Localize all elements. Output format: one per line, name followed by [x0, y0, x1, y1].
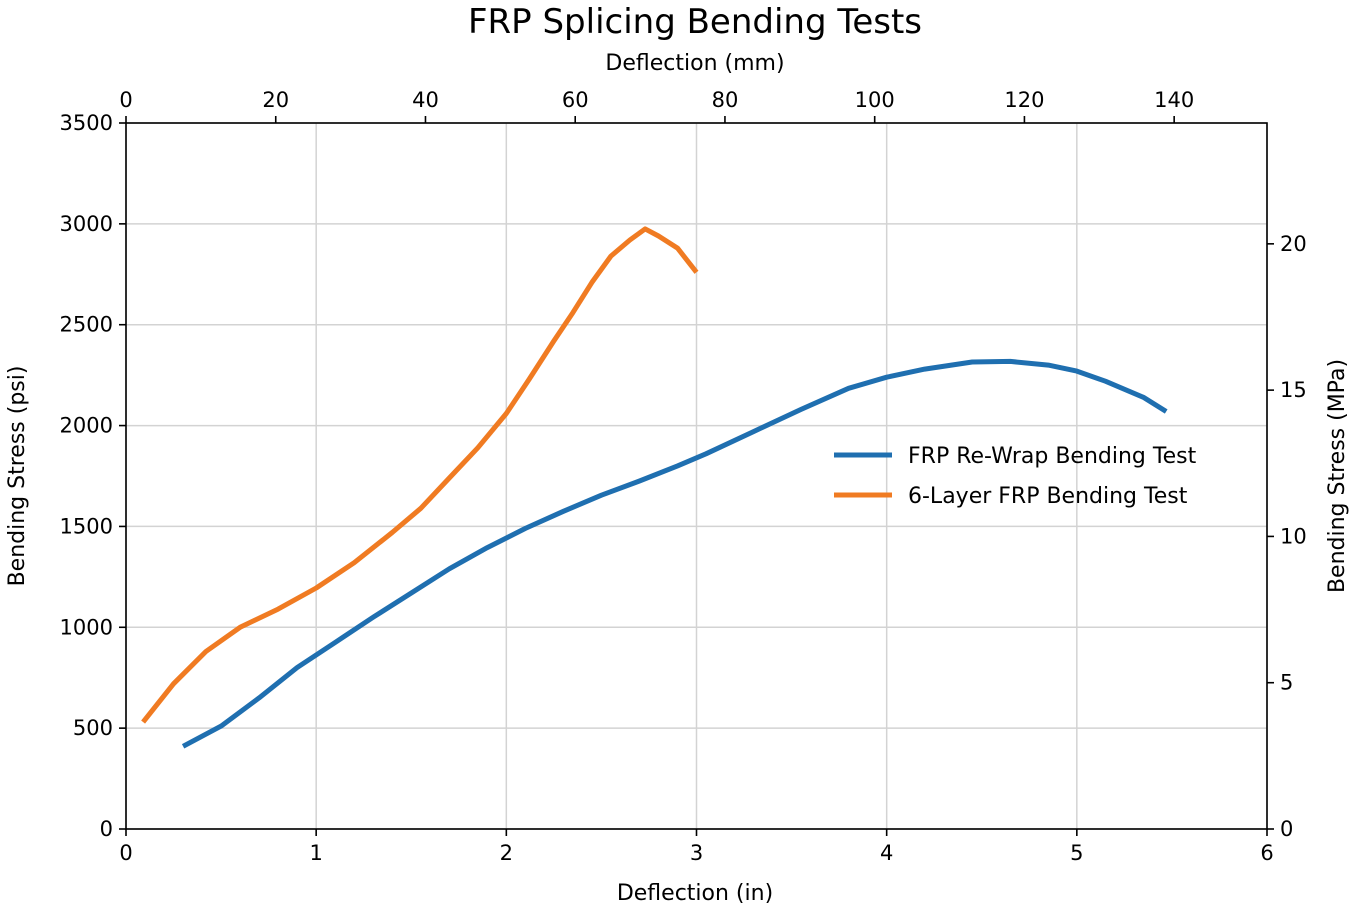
series-line-0	[181, 358, 1168, 749]
x2-tick-label: 0	[119, 88, 132, 112]
left-axis-title: Bending Stress (psi)	[5, 366, 30, 587]
y2-tick-label: 5	[1280, 671, 1293, 695]
y-tick-label: 500	[73, 716, 113, 740]
x-tick-label: 3	[690, 841, 703, 865]
x2-tick-label: 40	[412, 88, 439, 112]
x2-tick-label: 140	[1154, 88, 1194, 112]
x2-tick-label: 120	[1004, 88, 1044, 112]
x-tick-label: 0	[119, 841, 132, 865]
x-tick-label: 1	[309, 841, 322, 865]
grid	[125, 122, 1268, 830]
bottom-axis-title: Deflection (in)	[617, 881, 773, 906]
x-tick-label: 6	[1260, 841, 1273, 865]
x-tick-label: 2	[500, 841, 513, 865]
top-axis-title: Deflection (mm)	[605, 51, 784, 76]
legend-label-1: 6-Layer FRP Bending Test	[908, 484, 1188, 509]
y-tick-label: 3000	[60, 212, 113, 236]
x2-tick-label: 60	[562, 88, 589, 112]
y-tick-label: 2500	[60, 313, 113, 337]
x-tick-label: 5	[1070, 841, 1083, 865]
x2-tick-label: 20	[262, 88, 289, 112]
y2-tick-label: 20	[1280, 232, 1307, 256]
y-tick-label: 3500	[60, 111, 113, 135]
legend-label-0: FRP Re-Wrap Bending Test	[908, 444, 1197, 469]
y2-tick-label: 0	[1280, 817, 1293, 841]
legend: FRP Re-Wrap Bending Test 6-Layer FRP Bend…	[834, 444, 1197, 509]
y-tick-label: 1500	[60, 514, 113, 538]
x2-tick-label: 80	[712, 88, 739, 112]
y2-tick-label: 15	[1280, 378, 1307, 402]
plot-series	[141, 226, 1168, 749]
y-tick-label: 1000	[60, 615, 113, 639]
right-axis-title: Bending Stress (MPa)	[1325, 359, 1350, 593]
y2-tick-label: 10	[1280, 524, 1307, 548]
chart-title: FRP Splicing Bending Tests	[468, 2, 922, 42]
x2-tick-label: 100	[855, 88, 895, 112]
x-tick-label: 4	[880, 841, 893, 865]
y-tick-label: 2000	[60, 414, 113, 438]
y-tick-label: 0	[100, 817, 113, 841]
series-line-1	[141, 226, 699, 724]
